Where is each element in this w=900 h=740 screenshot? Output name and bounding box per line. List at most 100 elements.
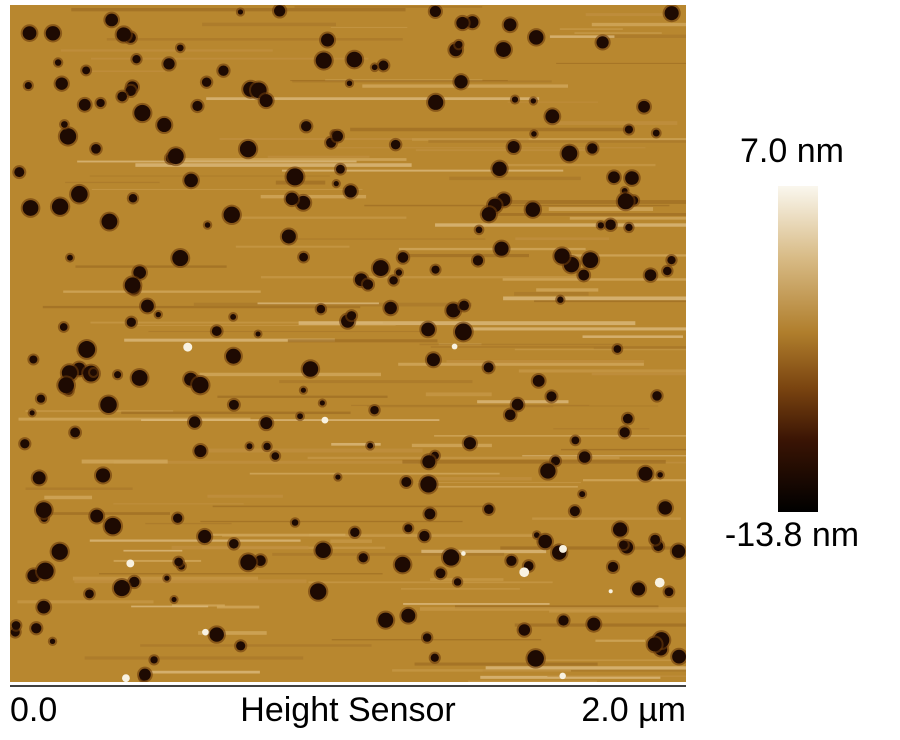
- pit: [22, 26, 37, 40]
- pit: [571, 436, 580, 445]
- texture-stripe: [74, 579, 307, 584]
- pit: [395, 269, 403, 276]
- pit: [672, 649, 686, 664]
- pit: [557, 296, 564, 303]
- pit: [22, 200, 39, 216]
- texture-stripe: [77, 160, 357, 163]
- pit: [446, 303, 461, 318]
- pit: [35, 502, 52, 518]
- texture-stripe: [200, 520, 463, 523]
- texture-stripe: [198, 631, 267, 635]
- pit: [335, 164, 345, 174]
- texture-stripe: [591, 372, 686, 376]
- pit: [300, 387, 306, 393]
- pit: [31, 623, 42, 634]
- pit: [638, 466, 653, 481]
- texture-stripe: [199, 372, 381, 377]
- texture-stripe: [260, 276, 585, 279]
- pit: [274, 5, 286, 17]
- pit: [164, 575, 170, 581]
- texture-stripe: [131, 605, 209, 608]
- pit: [229, 538, 239, 549]
- texture-stripe: [432, 477, 532, 481]
- texture-stripe: [547, 675, 686, 677]
- pit: [540, 463, 556, 479]
- pit: [619, 540, 628, 550]
- pit: [246, 443, 253, 450]
- texture-stripe: [414, 662, 598, 666]
- pit: [579, 491, 586, 498]
- texture-stripe: [434, 435, 686, 437]
- pit: [378, 612, 394, 628]
- texture-stripe: [425, 392, 492, 397]
- pit: [454, 323, 472, 341]
- texture-stripe: [398, 362, 644, 366]
- texture-stripe: [515, 237, 610, 241]
- pit: [96, 98, 105, 108]
- texture-stripe: [549, 610, 686, 613]
- pit: [55, 77, 68, 90]
- texture-stripe: [561, 254, 686, 257]
- pit: [578, 451, 591, 463]
- pit: [496, 42, 511, 57]
- pit: [511, 96, 519, 103]
- texture-stripe: [141, 419, 440, 421]
- texture-stripe: [502, 278, 686, 281]
- pit: [11, 621, 21, 630]
- texture-stripe: [212, 505, 491, 508]
- pit: [622, 413, 633, 424]
- texture-stripe: [468, 680, 597, 682]
- channel-label: Height Sensor: [240, 691, 455, 729]
- pit: [184, 173, 198, 188]
- pit: [372, 260, 389, 276]
- pit: [302, 361, 319, 377]
- pit: [422, 455, 436, 469]
- texture-stripe: [454, 605, 659, 609]
- pit: [503, 18, 517, 32]
- texture-stripe: [121, 411, 351, 415]
- pit: [271, 452, 280, 460]
- pit: [527, 650, 544, 667]
- pit: [113, 580, 130, 597]
- pit: [492, 161, 507, 177]
- texture-stripe: [140, 644, 372, 647]
- pit: [114, 371, 122, 379]
- texture-stripe: [18, 417, 251, 421]
- pit: [259, 94, 273, 108]
- pit: [652, 391, 662, 401]
- pit: [531, 131, 537, 137]
- pit: [504, 409, 516, 421]
- pit: [442, 549, 460, 566]
- texture-stripe: [556, 62, 686, 64]
- pit: [638, 100, 650, 113]
- pit: [116, 27, 131, 42]
- texture-stripe: [548, 207, 654, 211]
- bump: [519, 567, 530, 578]
- texture-stripe: [331, 442, 381, 446]
- texture-stripe: [206, 97, 540, 101]
- texture-stripe: [548, 121, 678, 125]
- pit: [95, 468, 111, 483]
- pit: [223, 206, 240, 224]
- texture-stripe: [287, 339, 438, 343]
- pit: [561, 145, 578, 162]
- pit: [371, 64, 378, 71]
- pit: [211, 326, 222, 336]
- pit: [435, 568, 446, 579]
- texture-stripe: [398, 247, 586, 251]
- pit: [281, 229, 296, 244]
- pit: [301, 121, 312, 132]
- bump: [451, 343, 458, 350]
- pit: [105, 13, 119, 27]
- pit: [578, 269, 590, 281]
- texture-stripe: [500, 546, 678, 550]
- texture-stripe: [553, 428, 650, 430]
- pit: [188, 416, 201, 428]
- pit: [346, 311, 357, 321]
- texture-stripe: [113, 460, 419, 464]
- texture-stripe: [216, 605, 260, 609]
- texture-stripe: [89, 175, 330, 177]
- colorbar: [778, 186, 818, 512]
- pit: [362, 279, 374, 290]
